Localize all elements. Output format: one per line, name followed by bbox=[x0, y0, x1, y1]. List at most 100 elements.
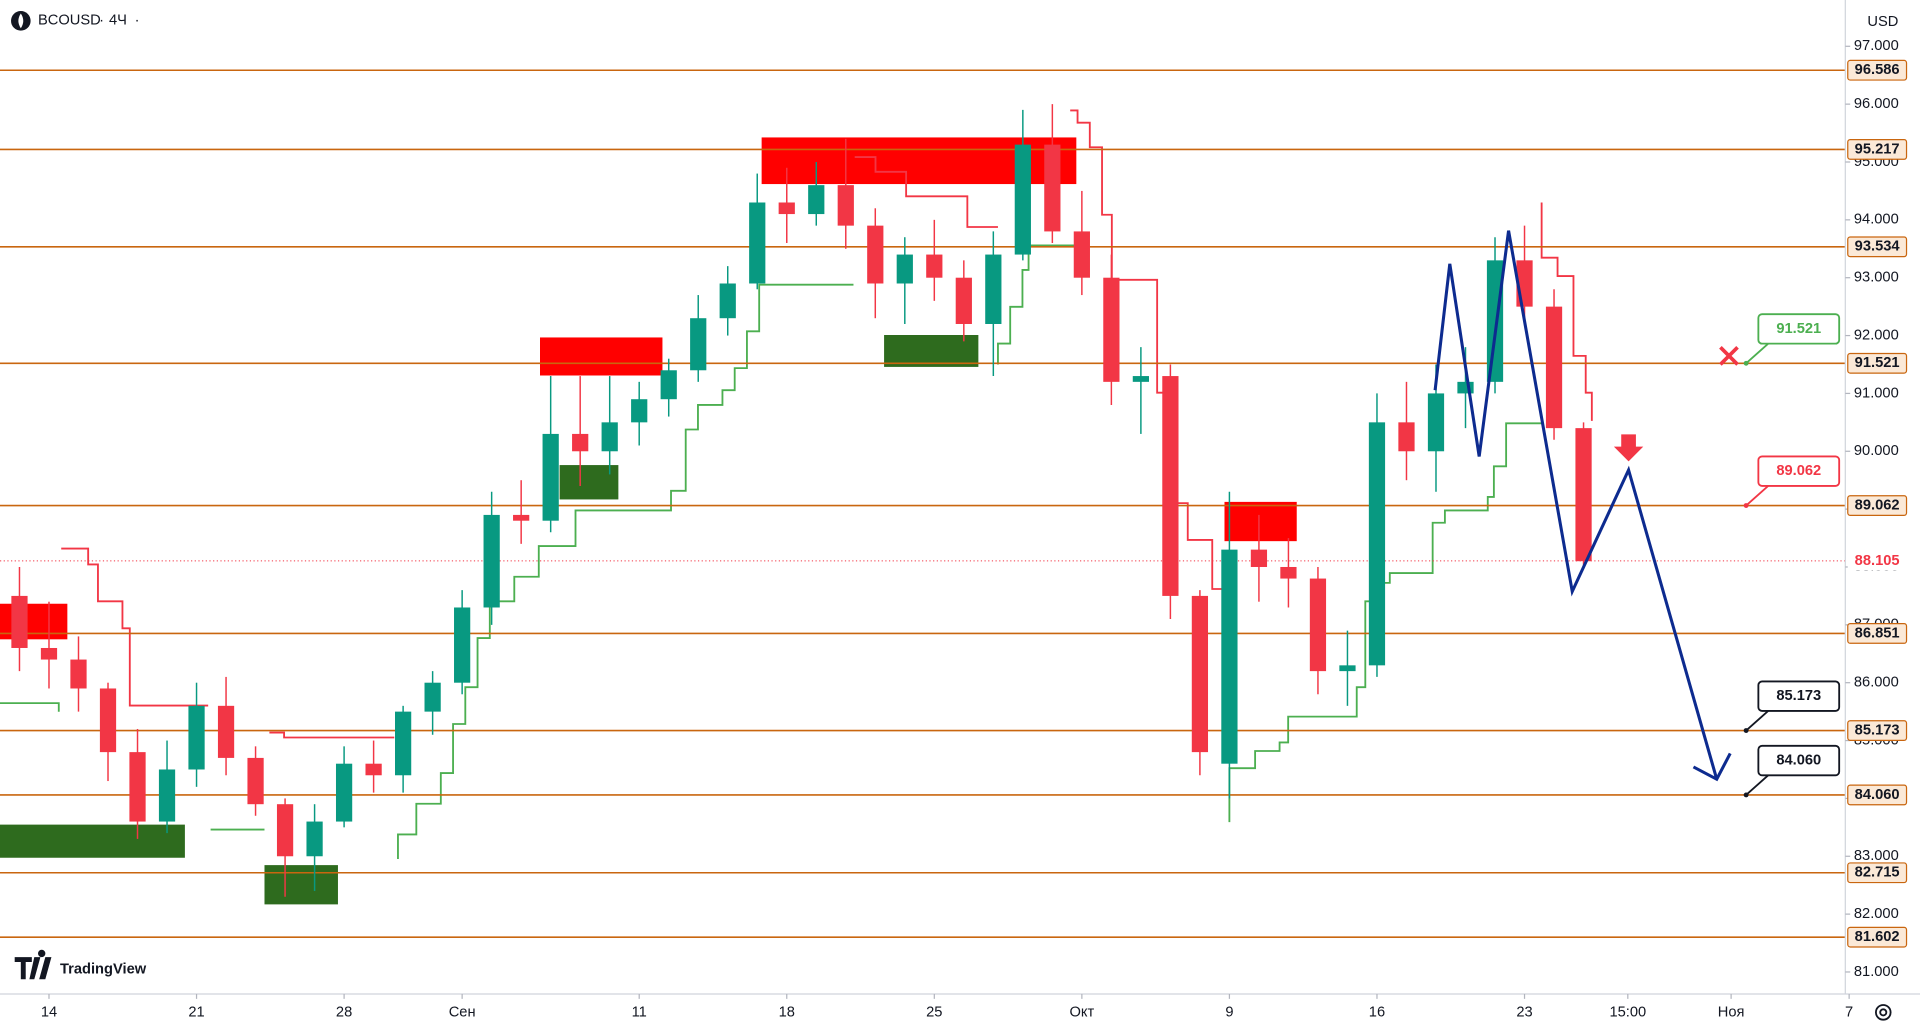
level-label-bg bbox=[1847, 862, 1908, 884]
candle-body bbox=[1191, 595, 1209, 753]
brand-logo bbox=[14, 949, 52, 980]
callout-box bbox=[1757, 455, 1841, 487]
candle-body bbox=[1575, 428, 1592, 562]
y-tick-label: 91.000 bbox=[1854, 385, 1899, 401]
candle-body bbox=[896, 254, 913, 284]
candle-body bbox=[1162, 376, 1179, 596]
level-label-bg bbox=[1847, 926, 1908, 948]
y-tick-label: 81.000 bbox=[1854, 964, 1899, 980]
candle-body bbox=[424, 682, 441, 712]
candle-body bbox=[335, 763, 353, 822]
down-arrow-icon bbox=[1613, 434, 1644, 462]
level-label-bg bbox=[1847, 623, 1908, 644]
separator: · bbox=[135, 13, 140, 29]
x-tick-label: 23 bbox=[1516, 1004, 1532, 1020]
candle-body bbox=[99, 688, 117, 753]
trend-stop-line bbox=[397, 283, 854, 859]
candle-body bbox=[660, 370, 677, 400]
candle-body bbox=[365, 763, 382, 776]
interval: 4Ч bbox=[109, 13, 127, 29]
symbol-icon-drop bbox=[18, 13, 24, 29]
candle-body bbox=[276, 804, 294, 857]
candle-body bbox=[454, 607, 471, 683]
level-label-bg bbox=[1847, 720, 1908, 741]
candles bbox=[11, 104, 1592, 897]
candle-body bbox=[601, 422, 618, 452]
callout-pointer bbox=[1745, 485, 1769, 507]
candle-body bbox=[1339, 665, 1356, 672]
demand-zone bbox=[559, 465, 619, 500]
callout-anchor bbox=[1743, 792, 1749, 798]
candle-body bbox=[1309, 578, 1327, 672]
candle-body bbox=[483, 514, 500, 608]
candle-body bbox=[306, 821, 323, 857]
x-tick-label: 25 bbox=[926, 1004, 942, 1020]
callout-pointer bbox=[1745, 774, 1769, 796]
trend-stop-line bbox=[269, 731, 395, 739]
demand-zone bbox=[884, 335, 979, 367]
separator: · bbox=[99, 13, 104, 29]
candle-body bbox=[1221, 549, 1238, 764]
trend-stop-line bbox=[0, 702, 60, 712]
candle-body bbox=[129, 752, 146, 822]
callouts: 91.521 89.062 85.173 84.060 bbox=[1743, 313, 1841, 798]
level-label: 93.534 bbox=[1855, 239, 1901, 255]
y-tick-label: 97.000 bbox=[1854, 38, 1899, 54]
zigzag bbox=[1433, 230, 1719, 780]
candle-body bbox=[188, 705, 205, 770]
candle-body bbox=[70, 659, 87, 689]
x-axis: 14 21 28 Сен 11 18 25 Окт 9 16 23 15:00 Ноя 7 bbox=[41, 993, 1853, 1020]
callout-anchor bbox=[1743, 728, 1749, 733]
header: BCOUSD · 4Ч · bbox=[0, 3, 172, 39]
callout-box bbox=[1757, 744, 1841, 777]
candle-body bbox=[11, 595, 28, 648]
candle-body bbox=[749, 202, 766, 284]
candle-body bbox=[158, 769, 176, 822]
candle-body bbox=[1486, 260, 1504, 382]
callout-label: 91.521 bbox=[1776, 321, 1821, 337]
level-label: 95.217 bbox=[1855, 141, 1900, 157]
x-tick-label: 7 bbox=[1845, 1004, 1853, 1020]
level-label-bg bbox=[1847, 59, 1908, 81]
candle-body bbox=[867, 225, 884, 284]
candle-body bbox=[247, 757, 264, 805]
price-axis bbox=[1845, 0, 1920, 1032]
x-tick-label: 11 bbox=[632, 1004, 647, 1020]
supply-zone bbox=[540, 337, 663, 376]
x-tick-label: 9 bbox=[1225, 1004, 1233, 1020]
last-price-bg bbox=[1847, 551, 1907, 571]
level-label-bg bbox=[1847, 352, 1908, 374]
candle-body bbox=[572, 433, 589, 452]
currency[interactable]: USD bbox=[1867, 14, 1898, 30]
callout-label: 84.060 bbox=[1776, 752, 1821, 768]
candle-body bbox=[40, 647, 58, 660]
x-tick-label: 15:00 bbox=[1609, 1004, 1646, 1020]
candle-body bbox=[778, 202, 795, 215]
level-label: 89.062 bbox=[1855, 497, 1900, 513]
x-tick-label: Окт bbox=[1070, 1004, 1095, 1020]
trend-stop-line bbox=[61, 547, 209, 707]
callout-label: 85.173 bbox=[1776, 688, 1821, 704]
level-label-bg bbox=[1847, 784, 1908, 806]
candle-body bbox=[1044, 144, 1061, 232]
settings-icon[interactable] bbox=[1875, 1004, 1892, 1021]
callout-pointer bbox=[1745, 342, 1769, 364]
symbol: BCOUSD bbox=[38, 13, 101, 29]
callout-anchor bbox=[1743, 360, 1749, 366]
candle-body bbox=[1073, 231, 1090, 278]
candle-body bbox=[1280, 566, 1297, 579]
candle-body bbox=[1132, 376, 1150, 382]
callout-box bbox=[1757, 680, 1841, 712]
candle-body bbox=[513, 514, 530, 521]
candle-body bbox=[808, 185, 825, 215]
candle-body bbox=[542, 433, 559, 521]
y-tick-label: 86.000 bbox=[1854, 675, 1899, 691]
level-label-bg bbox=[1847, 236, 1908, 258]
candle-body bbox=[719, 283, 736, 319]
callout-box bbox=[1757, 313, 1841, 345]
y-tick-label: 93.000 bbox=[1854, 270, 1899, 286]
candle-body bbox=[1250, 549, 1268, 567]
levels bbox=[0, 69, 1846, 938]
candle-body bbox=[395, 711, 412, 776]
level-label: 84.060 bbox=[1855, 787, 1900, 803]
